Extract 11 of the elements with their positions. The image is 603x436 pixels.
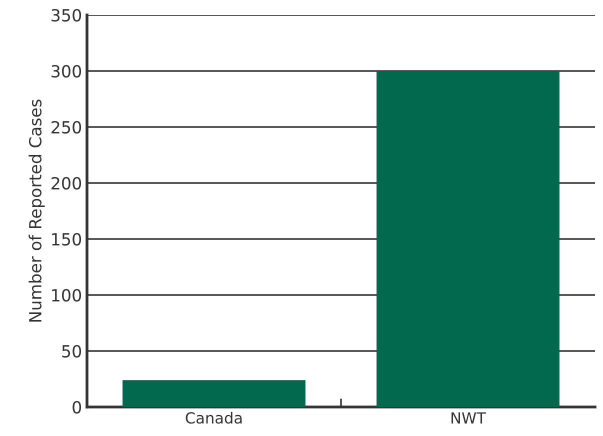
y-tick-label: 350	[52, 8, 82, 22]
y-tick-label: 50	[62, 344, 82, 358]
y-axis-title: Number of Reported Cases	[28, 100, 45, 322]
y-tick-label: 250	[52, 120, 82, 134]
y-tick-label: 150	[52, 232, 82, 246]
y-tick-label: 200	[52, 176, 82, 190]
x-tick-label: Canada	[186, 412, 242, 424]
x-tick-label: NWT	[452, 412, 486, 424]
y-tick-label: 300	[52, 64, 82, 78]
y-tick-label: 100	[52, 288, 82, 302]
y-tick-label: 0	[72, 400, 82, 414]
